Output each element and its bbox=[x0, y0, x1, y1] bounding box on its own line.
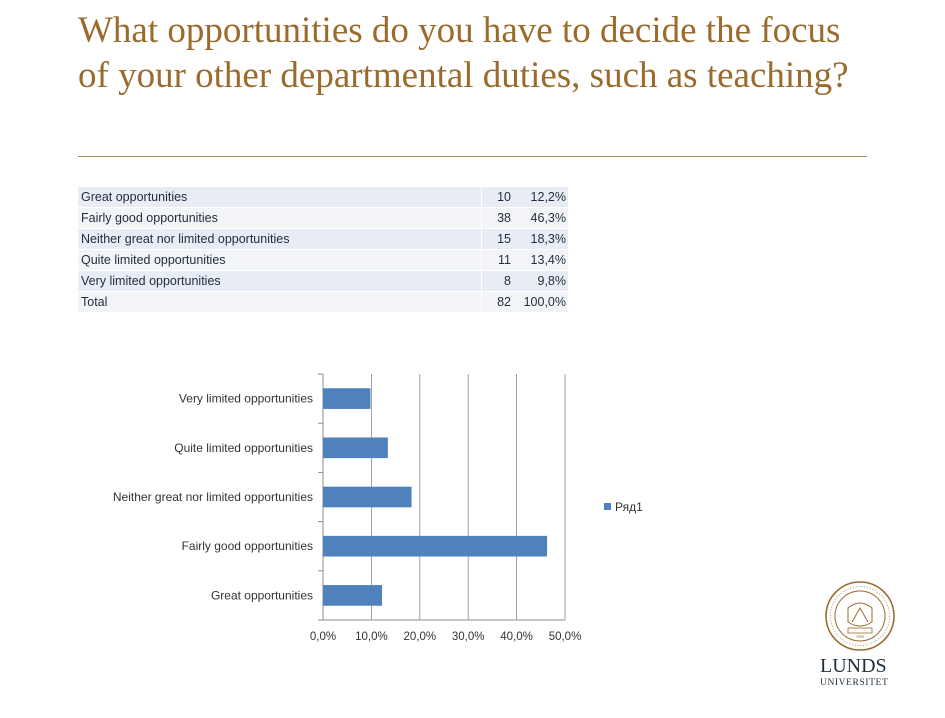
row-count: 11 bbox=[481, 249, 512, 271]
bar bbox=[323, 437, 388, 459]
results-table: Great opportunities 10 12,2% Fairly good op… bbox=[78, 187, 568, 313]
x-tick-label: 30,0% bbox=[452, 631, 485, 643]
category-label: Fairly good opportunities bbox=[182, 539, 313, 553]
x-tick-label: 10,0% bbox=[355, 631, 388, 643]
legend-swatch bbox=[604, 503, 611, 510]
table-row: Quite limited opportunities 11 13,4% bbox=[78, 249, 568, 271]
row-percent: 100,0% bbox=[512, 291, 568, 313]
table-row: Fairly good opportunities 38 46,3% bbox=[78, 207, 568, 229]
x-tick-label: 40,0% bbox=[500, 631, 533, 643]
x-tick-label: 20,0% bbox=[403, 631, 436, 643]
bar bbox=[323, 486, 412, 508]
title-divider bbox=[78, 156, 867, 157]
table-row: Neither great nor limited opportunities 1… bbox=[78, 228, 568, 250]
category-label: Neither great nor limited opportunities bbox=[113, 490, 313, 504]
lund-university-logo: 1666 LUNDS UNIVERSITET bbox=[820, 581, 895, 688]
row-percent: 13,4% bbox=[512, 249, 568, 271]
row-label: Neither great nor limited opportunities bbox=[78, 228, 482, 250]
row-label: Total bbox=[78, 291, 482, 313]
university-seal-icon: 1666 bbox=[825, 581, 895, 651]
x-tick-label: 0,0% bbox=[310, 631, 336, 643]
row-percent: 9,8% bbox=[512, 270, 568, 292]
logo-subtitle: UNIVERSITET bbox=[820, 678, 888, 688]
row-label: Great opportunities bbox=[78, 187, 482, 208]
bar bbox=[323, 388, 371, 409]
row-count: 15 bbox=[481, 228, 512, 250]
category-label: Very limited opportunities bbox=[179, 392, 313, 406]
svg-text:1666: 1666 bbox=[856, 634, 864, 639]
row-percent: 18,3% bbox=[512, 228, 568, 250]
table-row: Total 82 100,0% bbox=[78, 291, 568, 313]
logo-wordmark: LUNDS bbox=[820, 655, 887, 677]
legend-label: Ряд1 bbox=[615, 500, 643, 514]
row-count: 38 bbox=[481, 207, 512, 229]
row-percent: 12,2% bbox=[512, 187, 568, 208]
slide-title: What opportunities do you have to decide… bbox=[78, 10, 849, 96]
table-row: Very limited opportunities 8 9,8% bbox=[78, 270, 568, 292]
row-label: Fairly good opportunities bbox=[78, 207, 482, 229]
row-count: 82 bbox=[481, 291, 512, 313]
row-count: 8 bbox=[481, 270, 512, 292]
category-label: Great opportunities bbox=[211, 588, 313, 602]
table-row: Great opportunities 10 12,2% bbox=[78, 187, 568, 208]
row-count: 10 bbox=[481, 187, 512, 208]
x-tick-label: 50,0% bbox=[549, 631, 582, 643]
row-percent: 46,3% bbox=[512, 207, 568, 229]
category-label: Quite limited opportunities bbox=[174, 441, 313, 455]
row-label: Quite limited opportunities bbox=[78, 249, 482, 271]
bar bbox=[323, 535, 548, 557]
bar bbox=[323, 585, 383, 606]
row-label: Very limited opportunities bbox=[78, 270, 482, 292]
